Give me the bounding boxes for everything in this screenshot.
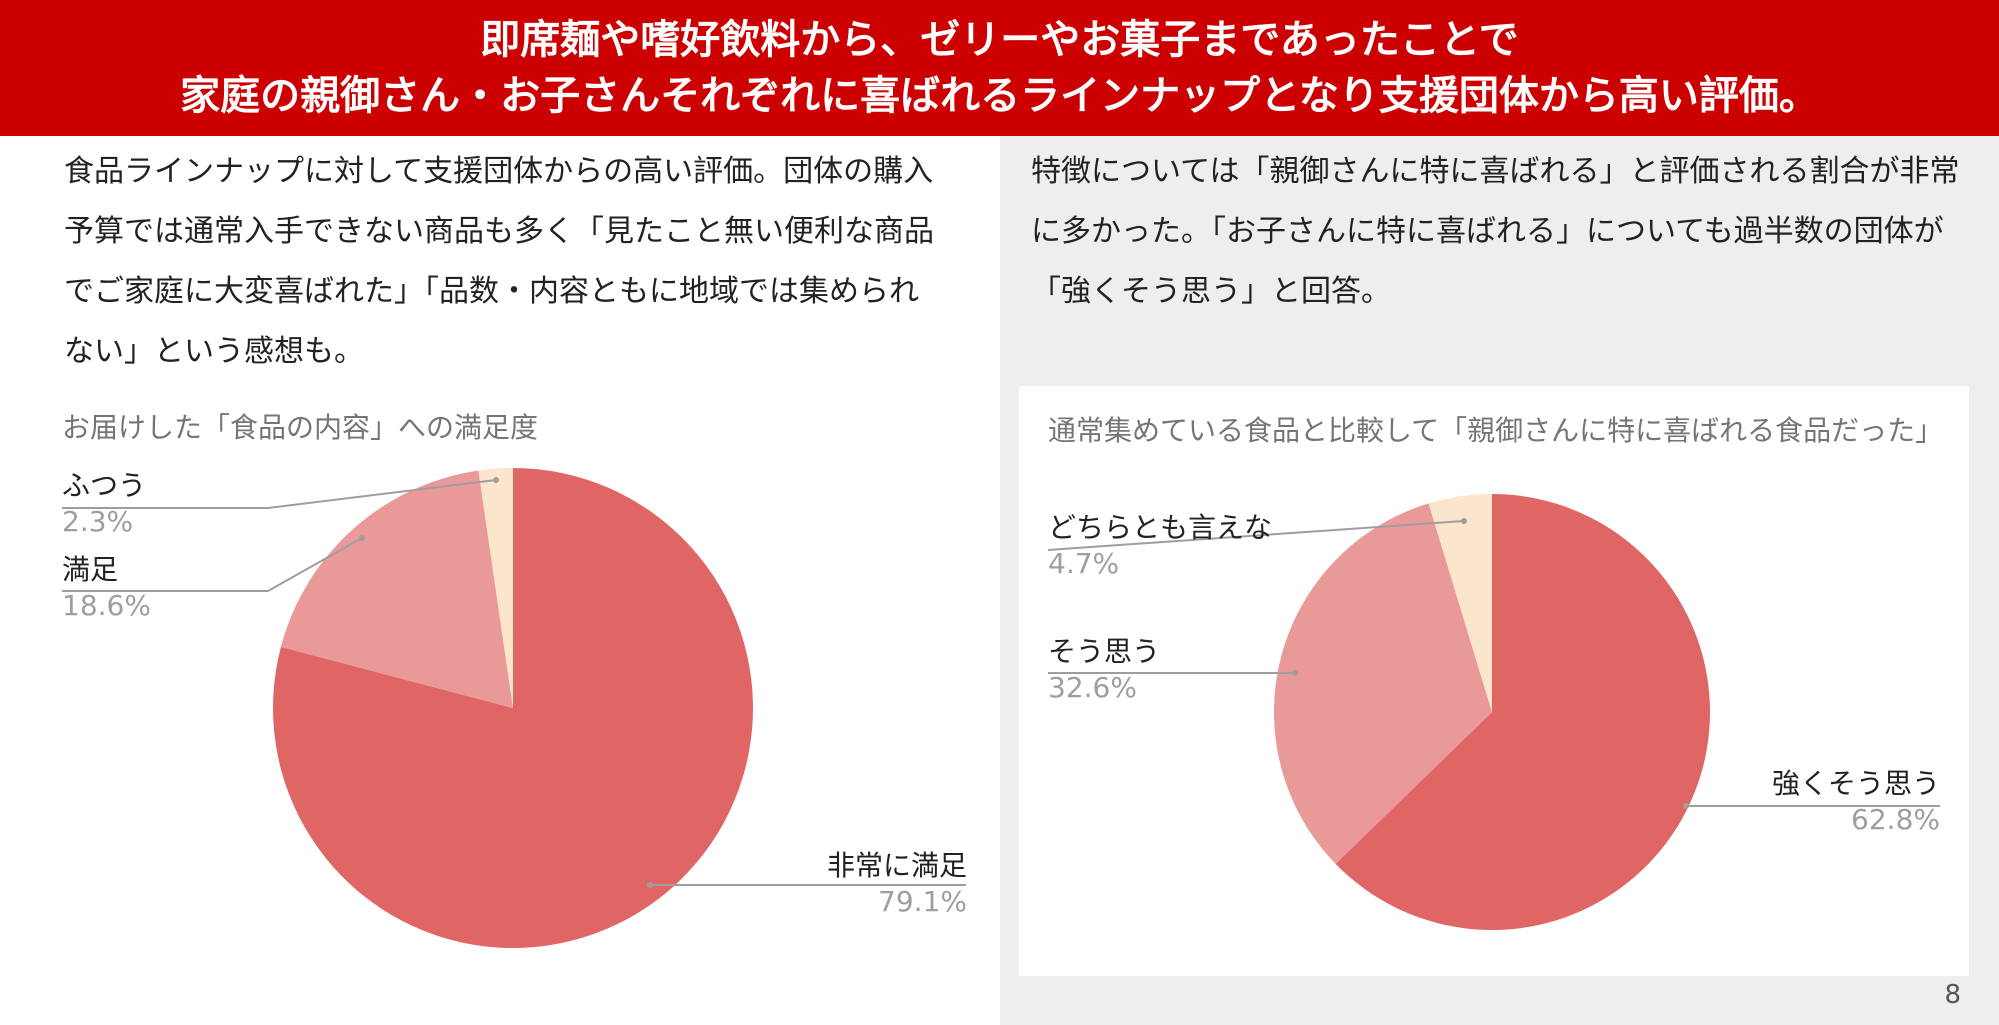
leader-line-1-2 bbox=[1047, 520, 1465, 551]
pie-slice-1-1 bbox=[1274, 503, 1492, 864]
right-legend-dochira: どちらとも言えな 4.7% bbox=[1048, 510, 1272, 582]
slice-label: 満足 bbox=[62, 553, 119, 586]
left-legend-manzoku: 満足 18.6% bbox=[62, 552, 151, 624]
slice-percent: 4.7% bbox=[1048, 547, 1120, 580]
slice-percent: 2.3% bbox=[62, 505, 134, 538]
right-description: 特徴については「親御さんに特に喜ばれる」と評価される割合が非常に多かった。「お子… bbox=[1031, 154, 1960, 309]
leader-line-0-2 bbox=[62, 479, 497, 509]
pie-slice-0-0 bbox=[273, 468, 754, 948]
pie-slice-1-0 bbox=[1335, 494, 1710, 931]
slice-label: どちらとも言えな bbox=[1048, 511, 1273, 544]
left-chart-title: お届けした「食品の内容」への満足度 bbox=[62, 411, 539, 444]
header-line-1: 即席麺や嗜好飲料から、ゼリーやお菓子まであったことで bbox=[480, 17, 1519, 63]
pie-slice-0-2 bbox=[478, 468, 513, 708]
slice-label: 非常に満足 bbox=[826, 849, 967, 882]
slice-percent: 18.6% bbox=[62, 589, 151, 622]
leader-dot-0-0 bbox=[647, 882, 653, 888]
slice-label: ふつう bbox=[62, 469, 147, 502]
slice-label: そう思う bbox=[1048, 635, 1161, 668]
leader-dot-0-2 bbox=[493, 477, 499, 483]
header-line-2: 家庭の親御さん・お子さんそれぞれに喜ばれるラインナップとなり支援団体から高い評価… bbox=[180, 73, 1819, 119]
slice-label: 強くそう思う bbox=[1771, 767, 1940, 800]
page-header: 即席麺や嗜好飲料から、ゼリーやお菓子まであったことで 家庭の親御さん・お子さんそ… bbox=[0, 0, 1999, 136]
leader-dot-1-0 bbox=[1683, 803, 1689, 809]
left-legend-futsuu: ふつう 2.3% bbox=[62, 468, 146, 540]
leader-line-0-1 bbox=[62, 537, 363, 592]
pie-slice-1-2 bbox=[1428, 494, 1492, 712]
slice-percent: 79.1% bbox=[878, 885, 967, 918]
right-chart-title: 通常集めている食品と比較して「親御さんに特に喜ばれる食品だった」 bbox=[1048, 414, 1944, 447]
slice-percent: 62.8% bbox=[1851, 803, 1940, 836]
right-legend-tsuyoku-sou-omou: 強くそう思う 62.8% bbox=[1772, 766, 1940, 838]
slice-percent: 32.6% bbox=[1048, 671, 1137, 704]
left-legend-hijou-ni-manzoku: 非常に満足 79.1% bbox=[827, 848, 967, 920]
left-description: 食品ラインナップに対して支援団体からの高い評価。団体の購入予算では通常入手できな… bbox=[64, 154, 934, 369]
leader-dot-1-1 bbox=[1292, 670, 1298, 676]
page-number: 8 bbox=[1944, 980, 1961, 1010]
leader-dot-1-2 bbox=[1461, 518, 1467, 524]
right-legend-sou-omou: そう思う 32.6% bbox=[1048, 634, 1160, 706]
pie-slice-0-1 bbox=[280, 470, 513, 708]
leader-dot-0-1 bbox=[359, 535, 365, 541]
